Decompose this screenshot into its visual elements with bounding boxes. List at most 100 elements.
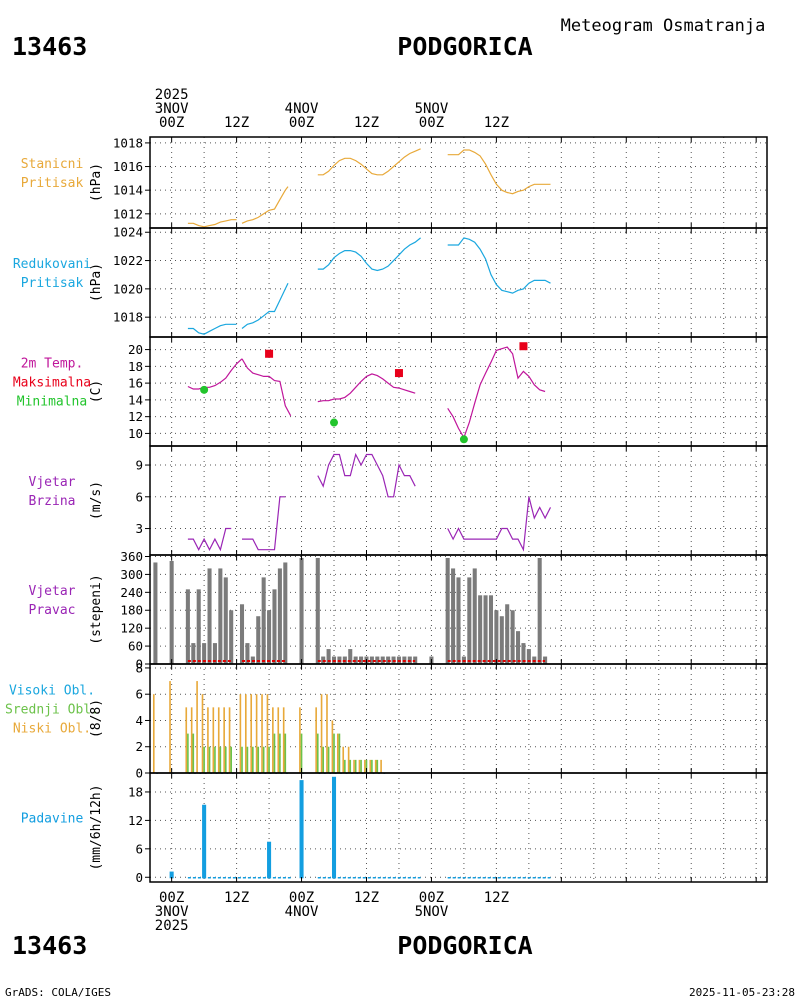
panel-label: Pritisak — [21, 276, 84, 291]
series-line — [187, 527, 232, 552]
grads-credit: GrADS: COLA/IGES — [5, 986, 111, 999]
wind-direction-bar — [185, 589, 190, 664]
y-tick-label: 6 — [135, 687, 143, 702]
wind-direction-bar — [451, 568, 456, 664]
low-cloud-bar — [320, 694, 323, 773]
wind-direction-bar — [261, 577, 266, 664]
mid-cloud-bar — [203, 746, 205, 773]
mid-cloud-bar — [284, 733, 287, 773]
wind-direction-bar — [505, 604, 510, 664]
wind-direction-bar — [526, 649, 531, 664]
low-cloud-bar — [380, 759, 382, 773]
panel-label: Vjetar — [29, 475, 76, 490]
low-cloud-bar — [201, 694, 204, 773]
wind-direction-bar — [256, 616, 261, 664]
low-cloud-bar — [342, 746, 345, 773]
y-tick-label: 14 — [128, 392, 143, 407]
series-line — [187, 452, 552, 552]
panel-label: 2m Temp. — [21, 357, 84, 372]
precip-bar — [299, 780, 304, 879]
panel-frame — [149, 336, 768, 447]
mid-cloud-bar — [187, 733, 189, 773]
panel-label: Pravac — [29, 603, 76, 618]
y-tick-label: 9 — [135, 458, 143, 473]
mid-cloud-bar — [371, 759, 373, 773]
low-cloud-bar — [212, 707, 215, 773]
wind-direction-bar — [169, 560, 174, 664]
series-line — [187, 148, 551, 228]
wind-direction-bar — [359, 656, 364, 664]
generation-timestamp: 2025-11-05-23:28 — [689, 986, 795, 999]
mid-cloud-bar — [354, 759, 357, 773]
low-cloud-bar — [315, 707, 317, 773]
wind-direction-bar — [283, 562, 288, 664]
bottom-time-label: 2025 — [155, 918, 189, 934]
y-tick-label: 360 — [120, 549, 143, 564]
panel-station_pressure: 1012 1014 1016 1018 Stanicni Pritisak (hPa) — [21, 135, 768, 229]
panel-unit: (m/s) — [89, 481, 104, 520]
wind-direction-bar — [245, 643, 250, 664]
panel-label: Brzina — [29, 494, 76, 509]
mid-cloud-bar — [279, 733, 281, 773]
top-time-label: 00Z — [419, 115, 444, 131]
wind-direction-bar — [239, 604, 245, 664]
wind-direction-bar — [488, 595, 494, 664]
mid-cloud-bar — [316, 733, 319, 773]
y-tick-label: 1018 — [113, 310, 143, 325]
low-cloud-bar — [185, 707, 188, 773]
y-tick-label: 6 — [135, 841, 143, 856]
wind-direction-bar — [369, 656, 374, 664]
series-dots — [200, 385, 468, 444]
precip-bar — [267, 841, 272, 879]
bottom-time-label: 5NOV — [415, 904, 449, 920]
low-cloud-bar — [277, 707, 280, 773]
panel-unit: (stepeni) — [89, 574, 104, 644]
bottom-time-label: 12Z — [484, 890, 509, 906]
mid-cloud-bar — [230, 746, 232, 773]
y-tick-label: 1020 — [113, 281, 143, 296]
max-temp-marker — [519, 342, 528, 351]
top-time-label: 4NOV — [285, 101, 319, 117]
panel-label: Niski Obl. — [13, 722, 91, 737]
low-cloud-bar — [244, 694, 247, 773]
panel-label: Srednji Obl. — [5, 703, 99, 718]
low-cloud-bar — [369, 759, 372, 773]
wind-direction-bar — [218, 568, 223, 664]
panel-frame — [149, 136, 768, 229]
y-tick-label: 0 — [135, 766, 143, 781]
bottom-time-label: 12Z — [354, 890, 379, 906]
y-tick-label: 2 — [135, 739, 143, 754]
mid-cloud-bar — [192, 733, 195, 773]
bottom-time-label: 3NOV — [155, 904, 189, 920]
wind-direction-bar — [516, 631, 521, 664]
y-tick-label: 18 — [128, 784, 143, 799]
y-tick-label: 12 — [128, 409, 143, 424]
wind-direction-bar — [510, 610, 515, 664]
bottom-time-label: 00Z — [419, 890, 444, 906]
panel-wind_speed: 3 6 9 Vjetar Brzina (m/s) — [29, 445, 768, 556]
mid-cloud-bar — [322, 746, 325, 773]
series-cloudbars — [152, 681, 386, 774]
panel-label: Maksimalna — [13, 376, 91, 391]
top-time-label: 12Z — [224, 115, 249, 131]
series-line — [187, 219, 237, 228]
precip-bar — [202, 804, 207, 879]
mid-cloud-bar — [365, 759, 368, 773]
wind-direction-bar — [380, 656, 385, 664]
y-tick-label: 6 — [135, 489, 143, 504]
mid-cloud-bar — [349, 759, 352, 773]
y-tick-label: 1024 — [113, 225, 143, 240]
low-cloud-bar — [196, 681, 198, 773]
max-temp-marker — [394, 369, 403, 378]
series-bars — [153, 557, 548, 664]
low-cloud-bar — [217, 707, 220, 773]
top-time-label: 2025 — [155, 87, 189, 103]
wind-direction-bar — [212, 643, 217, 664]
panel-wind_direction: 0 60 120 180 240 300 360 Vjetar Pravac (stepeni) — [29, 549, 768, 672]
y-tick-label: 1022 — [113, 253, 143, 268]
wind-direction-bar — [277, 568, 282, 664]
low-cloud-bar — [261, 694, 263, 773]
